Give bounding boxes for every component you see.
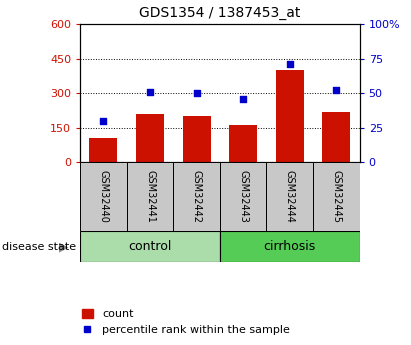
Text: GSM32442: GSM32442	[192, 170, 201, 223]
Bar	[80, 162, 127, 231]
Title: GDS1354 / 1387453_at: GDS1354 / 1387453_at	[139, 6, 300, 20]
Point	[333, 88, 339, 93]
Point	[147, 89, 153, 95]
Point	[286, 61, 293, 67]
Bar	[80, 231, 220, 262]
Legend: count, percentile rank within the sample: count, percentile rank within the sample	[78, 305, 294, 339]
Bar	[182, 116, 210, 162]
Bar	[322, 111, 350, 162]
Text: ▶: ▶	[59, 240, 69, 253]
Bar	[229, 125, 257, 162]
Text: control: control	[128, 240, 172, 253]
Bar	[136, 114, 164, 162]
Text: GSM32440: GSM32440	[99, 170, 109, 223]
Bar	[313, 162, 360, 231]
Point	[240, 96, 247, 101]
Bar	[90, 138, 118, 162]
Point	[193, 90, 200, 96]
Point	[100, 118, 107, 124]
Text: cirrhosis: cirrhosis	[263, 240, 316, 253]
Bar	[220, 231, 360, 262]
Text: GSM32443: GSM32443	[238, 170, 248, 223]
Bar	[220, 162, 266, 231]
Text: GSM32445: GSM32445	[331, 170, 341, 223]
Bar	[127, 162, 173, 231]
Text: GSM32444: GSM32444	[285, 170, 295, 223]
Bar	[266, 162, 313, 231]
Text: disease state: disease state	[2, 242, 76, 252]
Bar	[173, 162, 220, 231]
Bar	[276, 70, 304, 162]
Text: GSM32441: GSM32441	[145, 170, 155, 223]
